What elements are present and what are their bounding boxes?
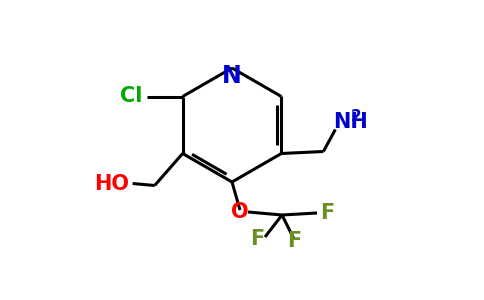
Text: F: F [287,231,301,251]
Text: HO: HO [93,173,129,194]
Text: 2: 2 [351,109,362,124]
Text: F: F [320,203,334,223]
Text: F: F [250,229,264,249]
Text: Cl: Cl [120,86,143,106]
Text: NH: NH [333,112,368,131]
Text: N: N [222,64,242,88]
Text: O: O [231,202,249,222]
